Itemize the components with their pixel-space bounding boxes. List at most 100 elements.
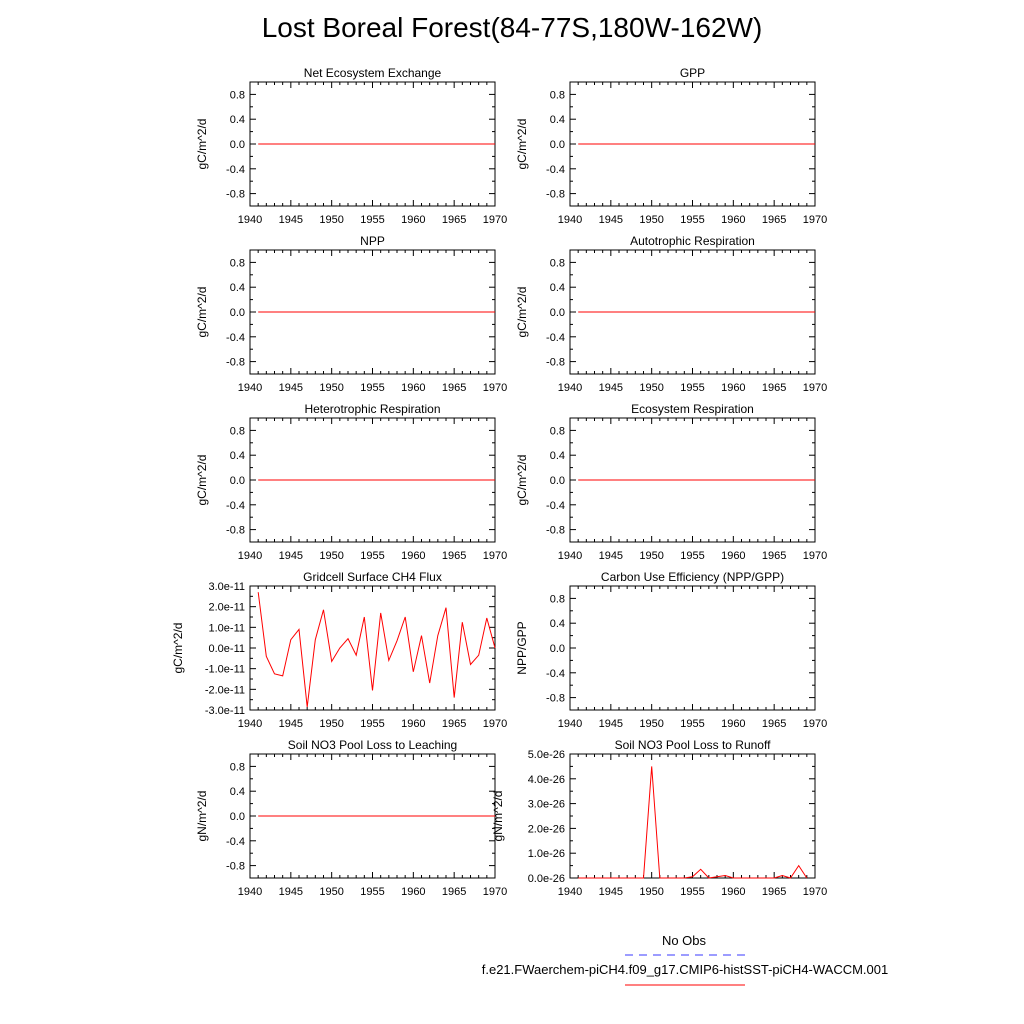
x-tick-label: 1945 — [599, 382, 623, 394]
x-tick-label: 1965 — [762, 214, 786, 226]
x-tick-label: 1940 — [238, 214, 262, 226]
y-tick-label: 0.0 — [230, 139, 245, 151]
y-tick-label: 0.4 — [230, 114, 245, 126]
x-tick-label: 1960 — [721, 886, 745, 898]
x-tick-label: 1960 — [721, 382, 745, 394]
y-tick-label: 0.0e-26 — [528, 873, 565, 885]
x-tick-label: 1970 — [803, 718, 827, 730]
y-axis-label: gC/m^2/d — [515, 119, 529, 170]
y-axis-label: gN/m^2/d — [195, 791, 209, 842]
y-tick-label: 3.0e-26 — [528, 799, 565, 811]
y-axis-label: gC/m^2/d — [195, 119, 209, 170]
y-tick-label: 2.0e-11 — [209, 602, 246, 614]
y-axis-label: gC/m^2/d — [515, 287, 529, 338]
x-tick-label: 1960 — [401, 886, 425, 898]
panel-7: Carbon Use Efficiency (NPP/GPP) 1940 1945 1… — [515, 570, 827, 730]
y-tick-label: 0.0 — [550, 643, 565, 655]
y-tick-label: 0.0e-11 — [209, 643, 246, 655]
panel-9: Soil NO3 Pool Loss to Runoff 1940 1945 1950… — [491, 738, 827, 898]
x-tick-label: 1950 — [639, 886, 663, 898]
x-tick-label: 1950 — [319, 214, 343, 226]
x-tick-label: 1950 — [319, 886, 343, 898]
x-tick-label: 1945 — [279, 214, 303, 226]
x-tick-label: 1940 — [238, 718, 262, 730]
x-tick-label: 1950 — [319, 382, 343, 394]
x-tick-label: 1970 — [483, 886, 507, 898]
y-tick-label: -0.4 — [546, 332, 565, 344]
y-axis-label: gN/m^2/d — [491, 791, 505, 842]
x-tick-label: 1960 — [401, 382, 425, 394]
y-tick-label: -0.4 — [546, 164, 565, 176]
x-tick-label: 1965 — [442, 886, 466, 898]
y-tick-label: -0.8 — [546, 525, 565, 537]
x-tick-label: 1970 — [483, 550, 507, 562]
x-tick-label: 1960 — [401, 550, 425, 562]
series-line — [578, 766, 808, 879]
x-tick-label: 1965 — [442, 718, 466, 730]
y-tick-label: -0.4 — [226, 836, 245, 848]
x-tick-label: 1965 — [442, 214, 466, 226]
x-tick-label: 1965 — [762, 550, 786, 562]
x-tick-label: 1955 — [360, 550, 384, 562]
y-tick-label: 0.0 — [550, 139, 565, 151]
x-tick-label: 1960 — [721, 718, 745, 730]
y-axis-label: gC/m^2/d — [171, 623, 185, 674]
x-tick-label: 1955 — [360, 214, 384, 226]
panel-title: Gridcell Surface CH4 Flux — [303, 570, 442, 584]
x-tick-label: 1970 — [803, 550, 827, 562]
y-tick-label: -2.0e-11 — [205, 684, 245, 696]
y-tick-label: 0.4 — [230, 282, 245, 294]
x-tick-label: 1960 — [721, 550, 745, 562]
y-tick-label: -0.8 — [546, 693, 565, 705]
y-tick-label: 0.0 — [230, 475, 245, 487]
y-axis-label: NPP/GPP — [515, 621, 529, 674]
x-tick-label: 1940 — [558, 550, 582, 562]
panel-6: Gridcell Surface CH4 Flux 1940 1945 1950 195… — [171, 570, 507, 730]
x-tick-label: 1965 — [762, 382, 786, 394]
y-tick-label: -0.4 — [226, 332, 245, 344]
series-line — [257, 592, 496, 707]
x-tick-label: 1965 — [442, 550, 466, 562]
x-tick-label: 1940 — [238, 886, 262, 898]
panel-0: Net Ecosystem Exchange 1940 1945 1950 1955 19… — [195, 66, 507, 226]
panel-title: Soil NO3 Pool Loss to Leaching — [288, 738, 457, 752]
panel-4: Heterotrophic Respiration 1940 1945 1950 195… — [195, 402, 507, 562]
x-tick-label: 1940 — [558, 718, 582, 730]
x-tick-label: 1955 — [360, 382, 384, 394]
x-tick-label: 1950 — [319, 718, 343, 730]
y-tick-label: 0.4 — [550, 450, 565, 462]
x-tick-label: 1970 — [483, 382, 507, 394]
x-tick-label: 1960 — [401, 214, 425, 226]
y-tick-label: -0.4 — [226, 500, 245, 512]
y-tick-label: 0.4 — [230, 450, 245, 462]
y-tick-label: 1.0e-26 — [528, 848, 565, 860]
y-tick-label: 0.8 — [230, 257, 245, 269]
y-tick-label: 0.8 — [550, 593, 565, 605]
x-tick-label: 1970 — [483, 214, 507, 226]
plot-frame — [569, 753, 816, 879]
y-tick-label: 0.8 — [550, 425, 565, 437]
y-tick-label: 0.4 — [550, 618, 565, 630]
y-tick-label: 0.8 — [550, 89, 565, 101]
x-tick-label: 1955 — [360, 718, 384, 730]
y-tick-label: 0.8 — [230, 761, 245, 773]
x-tick-label: 1955 — [680, 382, 704, 394]
y-tick-label: 0.8 — [550, 257, 565, 269]
panel-title: Net Ecosystem Exchange — [304, 66, 442, 80]
x-tick-label: 1970 — [803, 886, 827, 898]
chart-main-title: Lost Boreal Forest(84-77S,180W-162W) — [261, 12, 763, 43]
plot-frame — [569, 585, 816, 711]
y-tick-label: -0.8 — [226, 357, 245, 369]
y-axis-label: gC/m^2/d — [195, 287, 209, 338]
panel-title: Carbon Use Efficiency (NPP/GPP) — [601, 570, 784, 584]
plot-frame — [249, 585, 496, 711]
x-tick-label: 1940 — [558, 214, 582, 226]
panel-2: NPP 1940 1945 1950 1955 1960 1965 1970 0.8 0.4 0.0… — [195, 234, 507, 394]
y-tick-label: 0.0 — [550, 475, 565, 487]
panel-title: Autotrophic Respiration — [630, 234, 755, 248]
panel-title: Soil NO3 Pool Loss to Runoff — [615, 738, 772, 752]
x-tick-label: 1970 — [483, 718, 507, 730]
x-tick-label: 1970 — [803, 382, 827, 394]
panel-title: Heterotrophic Respiration — [304, 402, 440, 416]
